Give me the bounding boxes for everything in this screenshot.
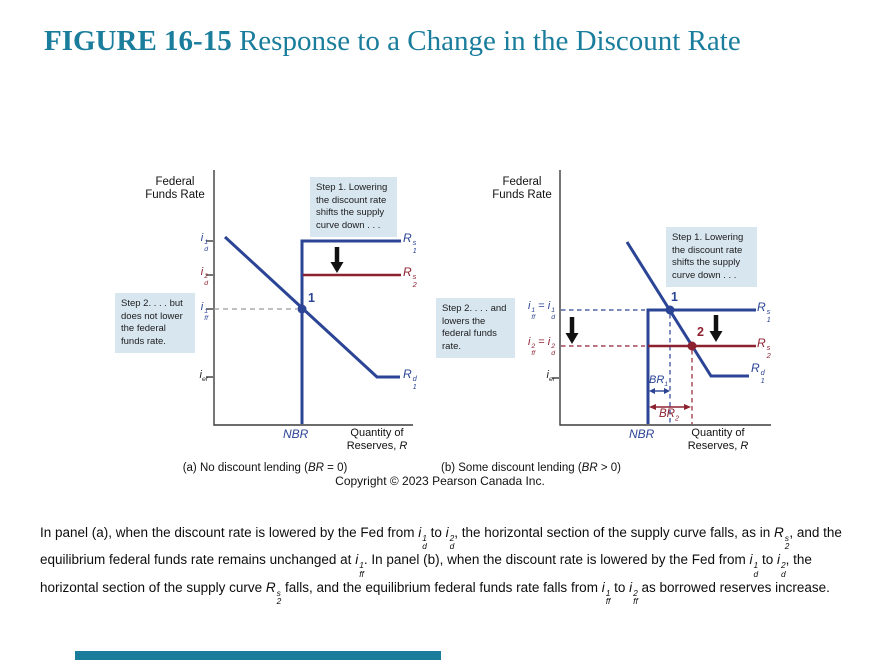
panel-a-tick-label-iff1: i 1 ff	[200, 301, 208, 322]
footer-accent-bar	[75, 651, 441, 660]
panel-a-tick-label-ier: ier	[199, 369, 208, 384]
panel-a-y-axis-title: Federal Funds Rate	[145, 176, 205, 202]
panel-b-br1-label: BR1	[649, 374, 669, 389]
panel-a-down-arrow-head	[330, 262, 344, 273]
panel-b-point-1-label: 1	[671, 290, 678, 304]
panel-b-y-axis-title: Federal Funds Rate	[492, 176, 552, 202]
panel-a-step2-callout: Step 2. . . . but does not lower the fed…	[115, 293, 195, 353]
figure-title-text: Response to a Change in the Discount Rat…	[231, 25, 741, 57]
panel-a-axes	[213, 170, 413, 426]
panel-b-demand-curve-rd1	[625, 241, 749, 378]
panel-b-point-2-label: 2	[697, 325, 704, 339]
panel-b-x-axis-title: Quantity of Reserves, R	[687, 427, 749, 452]
panel-b-supply-curve-rs1	[646, 308, 756, 424]
figure-number: FIGURE 16-15	[44, 25, 232, 57]
panel-b-tick-label-ier: ier	[546, 369, 555, 384]
figure-description: In panel (a), when the discount rate is …	[40, 525, 842, 607]
figure-title: FIGURE 16-15 Response to a Change in the…	[44, 22, 809, 60]
panel-a-step1-callout: Step 1. Lowering the discount rate shift…	[310, 177, 397, 237]
panel-b-br2-arrow-left-head	[649, 404, 656, 410]
panel-b-equilibrium-point-1	[665, 305, 675, 315]
panel-a-x-axis-title: Quantity of Reserves, R	[346, 427, 408, 452]
panel-b-br1-arrow-left-head	[649, 388, 655, 394]
panel-b-step1-callout: Step 1. Lowering the discount rate shift…	[666, 227, 757, 287]
panel-b-br1-arrow-right-head	[664, 388, 670, 394]
copyright-notice: Copyright © 2023 Pearson Canada Inc.	[335, 474, 545, 488]
panel-b-step2-callout: Step 2. . . . and lowers the federal fun…	[436, 298, 515, 358]
panel-a-equilibrium-point-1	[297, 304, 307, 314]
panel-a-nbr-label: NBR	[283, 427, 309, 441]
panel-b-caption: (b) Some discount lending (BR > 0)	[441, 462, 621, 474]
panel-b-nbr-label: NBR	[629, 427, 655, 441]
panel-a-demand-curve-rd1	[223, 235, 400, 379]
panel-b-left-down-arrow-head	[565, 333, 579, 344]
panel-a-point-1-label: 1	[308, 291, 315, 305]
panel-b-axes	[559, 170, 771, 426]
panel-b-br2-arrow-right-head	[684, 404, 691, 410]
panel-a-supply-curve-rs1	[300, 239, 401, 424]
panel-b-right-down-arrow-head	[709, 331, 723, 342]
panel-b-equilibrium-point-2	[687, 341, 697, 351]
panel-a-caption: (a) No discount lending (BR = 0)	[182, 462, 348, 474]
panel-b-br2-label: BR2	[659, 408, 679, 423]
